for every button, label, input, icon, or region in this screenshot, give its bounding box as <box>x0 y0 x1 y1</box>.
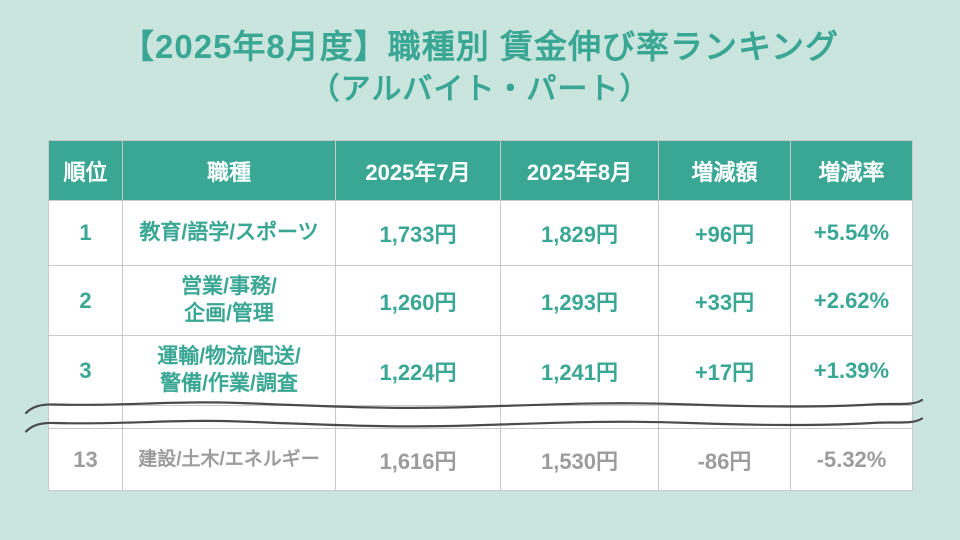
table-header-row: 順位 職種 2025年7月 2025年8月 増減額 増減率 <box>48 140 913 201</box>
job-cell: 営業/事務/ 企画/管理 <box>122 265 336 336</box>
diff-rate-cell: +2.62% <box>790 265 913 336</box>
table-row: 1 教育/語学/スポーツ 1,733円 1,829円 +96円 +5.54% <box>48 200 913 266</box>
column-header-rank: 順位 <box>48 140 123 201</box>
wage-august-cell: 1,293円 <box>500 265 659 336</box>
diff-rate-cell: +5.54% <box>790 200 913 266</box>
job-line2: 警備/作業/調査 <box>160 371 298 395</box>
job-line1: 運輸/物流/配送/ <box>157 345 301 369</box>
rank-cell: 2 <box>48 265 123 336</box>
wage-august-cell: 1,241円 <box>500 335 659 406</box>
table-row: 3 運輸/物流/配送/ 警備/作業/調査 1,224円 1,241円 +17円 … <box>48 335 913 406</box>
job-cell: 建設/土木/エネルギー <box>122 428 336 491</box>
diff-rate-cell: -5.32% <box>790 428 913 491</box>
omitted-rows-spacer <box>48 405 913 429</box>
page-title-line1: 【2025年8月度】職種別 賃金伸び率ランキング <box>121 28 839 65</box>
diff-amount-cell: +33円 <box>658 265 791 336</box>
table-row: 13 建設/土木/エネルギー 1,616円 1,530円 -86円 -5.32% <box>48 428 913 491</box>
column-header-july: 2025年7月 <box>335 140 501 201</box>
page-title-line2: （アルバイト・パート） <box>309 73 651 107</box>
column-header-rate: 増減率 <box>790 140 913 201</box>
page-title: 【2025年8月度】職種別 賃金伸び率ランキング （アルバイト・パート） <box>0 24 960 111</box>
wage-ranking-table: 順位 職種 2025年7月 2025年8月 増減額 増減率 1 教育/語学/スポ… <box>48 140 913 491</box>
rank-cell: 13 <box>48 428 123 491</box>
job-line1: 建設/土木/エネルギー <box>138 448 320 470</box>
diff-rate-cell: +1.39% <box>790 335 913 406</box>
wage-july-cell: 1,224円 <box>335 335 501 406</box>
column-header-august: 2025年8月 <box>500 140 659 201</box>
diff-amount-cell: +17円 <box>658 335 791 406</box>
job-line2: 企画/管理 <box>184 301 274 325</box>
job-line1: 営業/事務/ <box>181 275 277 299</box>
diff-amount-cell: +96円 <box>658 200 791 266</box>
diff-amount-cell: -86円 <box>658 428 791 491</box>
job-line1: 教育/語学/スポーツ <box>139 220 319 244</box>
job-cell: 運輸/物流/配送/ 警備/作業/調査 <box>122 335 336 406</box>
job-cell: 教育/語学/スポーツ <box>122 200 336 266</box>
rank-cell: 3 <box>48 335 123 406</box>
wage-july-cell: 1,260円 <box>335 265 501 336</box>
wage-august-cell: 1,530円 <box>500 428 659 491</box>
column-header-diff: 増減額 <box>658 140 791 201</box>
table-row: 2 営業/事務/ 企画/管理 1,260円 1,293円 +33円 +2.62% <box>48 265 913 336</box>
wage-august-cell: 1,829円 <box>500 200 659 266</box>
column-header-job: 職種 <box>122 140 336 201</box>
wage-july-cell: 1,616円 <box>335 428 501 491</box>
rank-cell: 1 <box>48 200 123 266</box>
wage-july-cell: 1,733円 <box>335 200 501 266</box>
